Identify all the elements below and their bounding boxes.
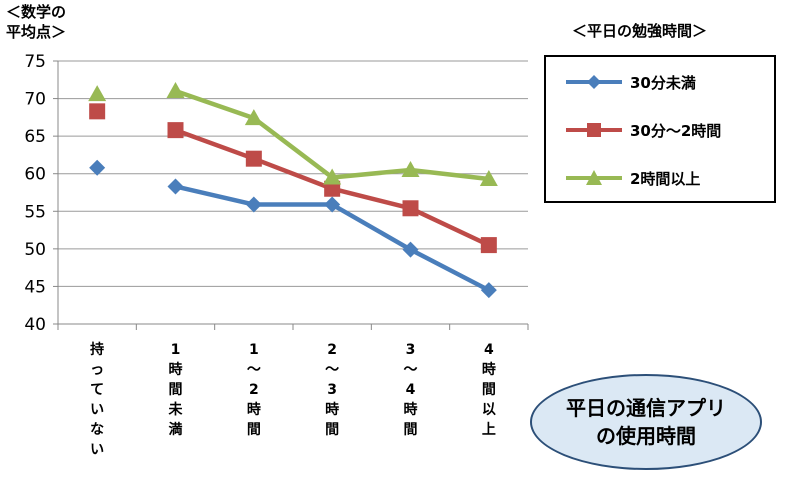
series-1-point-1 [89, 159, 106, 176]
legend-item-series-1: 30分未満 [566, 67, 696, 97]
series-3-point-2 [166, 82, 185, 99]
x-category-char: 2 [327, 342, 338, 358]
x-category-char: 1 [248, 342, 259, 358]
series-3-point-3 [244, 109, 263, 126]
series-1-point-4 [324, 196, 341, 213]
x-category-char: 持 [90, 342, 105, 358]
x-category-char: ～ [325, 362, 340, 378]
series-layer [88, 82, 498, 299]
x-category-label-4: 2 ～ 3 時間 [320, 340, 344, 440]
axes [53, 60, 529, 330]
x-category-char: っ [90, 362, 105, 378]
x-category-char: 間 [246, 422, 261, 438]
legend-swatch-series-2 [566, 118, 622, 142]
series-1 [89, 159, 497, 299]
x-category-char: 間 [168, 382, 183, 398]
x-category-char: 時 [325, 402, 340, 418]
legend-label-series-3: 2時間以上 [630, 169, 701, 188]
gridlines [58, 60, 528, 287]
x-category-char: 時 [403, 402, 418, 418]
legend-label-series-1: 30分未満 [630, 73, 696, 92]
y-tick-label: 45 [24, 277, 46, 297]
series-2-point-3 [245, 150, 262, 167]
x-category-char: い [90, 442, 105, 458]
legend-swatch-series-3 [566, 166, 622, 190]
legend-label-series-2: 30分～2時間 [630, 121, 722, 140]
x-category-label-3: 1 ～ 2 時間 [242, 340, 266, 440]
x-category-char: 間 [481, 382, 496, 398]
x-category-label-6: 4 時間以上 [477, 340, 501, 440]
x-category-char: 時 [168, 362, 183, 378]
x-category-char: 時 [481, 362, 496, 378]
y-tick-label: 70 [24, 90, 46, 110]
x-category-char: な [90, 422, 105, 438]
x-category-char: 満 [168, 422, 183, 438]
x-category-char: 3 [405, 342, 416, 358]
x-category-char: 上 [481, 422, 496, 438]
x-category-char: い [90, 402, 105, 418]
y-tick-labels: 75 70 65 60 55 50 45 40 [24, 52, 46, 335]
series-3-line [174, 88, 490, 182]
series-2-point-5 [402, 200, 419, 217]
series-2-point-2 [167, 122, 184, 139]
series-2-point-6 [480, 237, 497, 254]
series-1-point-3 [245, 196, 262, 213]
legend-swatch-series-1 [566, 70, 622, 94]
x-category-char: 4 [405, 382, 416, 398]
x-category-char: 間 [325, 422, 340, 438]
y-tick-label: 55 [24, 202, 46, 222]
y-tick-label: 40 [24, 315, 46, 335]
legend-item-series-3: 2時間以上 [566, 163, 700, 193]
series-2-point-4 [324, 180, 341, 197]
x-category-char: て [90, 382, 105, 398]
x-category-char: 以 [481, 402, 496, 418]
y-tick-label: 50 [24, 240, 46, 260]
legend-title: ＜平日の勉強時間＞ [572, 22, 708, 40]
x-category-char: 間 [403, 422, 418, 438]
series-3-point-4 [323, 168, 342, 185]
series-2-point-1 [89, 103, 106, 120]
x-axis-title-line-2: の使用時間 [596, 424, 696, 448]
series-1-point-6 [480, 282, 497, 299]
x-category-char: ～ [246, 362, 261, 378]
x-axis-title-line-1: 平日の通信アプリ [566, 396, 726, 420]
x-category-label-1: 持っていない [85, 340, 109, 460]
x-category-char: 未 [168, 402, 183, 418]
y-tick-label: 60 [24, 165, 46, 185]
y-axis-title: ＜数学の 平均点＞ [6, 2, 66, 42]
x-category-label-2: 1 時間未満 [164, 340, 188, 440]
y-tick-label: 65 [24, 127, 46, 147]
series-1-point-2 [167, 178, 184, 195]
y-axis-title-line-1: ＜数学の [6, 3, 67, 21]
series-2 [89, 103, 497, 254]
x-category-char: 時 [246, 402, 261, 418]
x-category-char: 1 [170, 342, 181, 358]
x-category-char: 3 [327, 382, 338, 398]
x-axis-title-bubble: 平日の通信アプリ の使用時間 [530, 374, 762, 470]
series-3-point-6 [479, 169, 498, 186]
legend: 30分未満 30分～2時間 2時間以上 [544, 55, 776, 203]
x-category-label-5: 3 ～ 4 時間 [399, 340, 423, 440]
legend-item-series-2: 30分～2時間 [566, 115, 721, 145]
x-category-char: 2 [248, 382, 259, 398]
series-3-point-5 [401, 160, 420, 177]
series-1-point-5 [402, 241, 419, 258]
y-tick-label: 75 [24, 52, 46, 72]
x-category-char: ～ [403, 362, 418, 378]
y-axis-title-line-2: 平均点＞ [6, 23, 67, 41]
series-3-point-1 [88, 85, 107, 102]
x-category-char: 4 [483, 342, 494, 358]
series-3 [88, 82, 498, 186]
